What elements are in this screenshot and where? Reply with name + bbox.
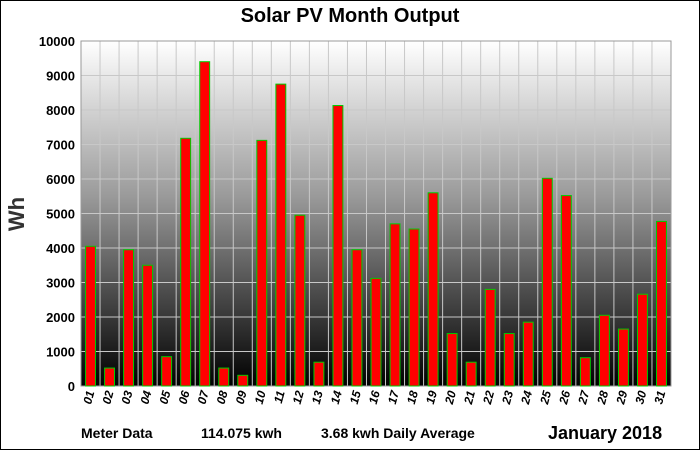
bar-day-04 (142, 264, 154, 387)
y-tick-label: 5000 (46, 207, 75, 222)
bar-day-11 (275, 83, 287, 387)
x-tick-label: 24 (518, 389, 535, 407)
footer-period: January 2018 (548, 423, 662, 443)
y-tick-label: 7000 (46, 138, 75, 153)
x-tick-label: 27 (575, 388, 593, 407)
bar-day-10 (256, 139, 268, 387)
bar-day-07 (199, 61, 211, 387)
bar-day-02 (104, 367, 115, 387)
y-axis-ticks: 0 1000 2000 3000 4000 5000 6000 7000 8000 9000 100… (39, 34, 75, 394)
bar-day-20 (446, 333, 458, 387)
chart-title: Solar PV Month Output (241, 5, 460, 27)
y-tick-label: 6000 (46, 172, 75, 187)
bar-day-27 (579, 357, 591, 387)
bar-day-08 (218, 367, 230, 387)
bar-day-29 (617, 328, 629, 387)
y-axis-label: Wh (4, 197, 29, 231)
x-tick-label: 28 (594, 389, 611, 407)
bar-day-14 (332, 105, 344, 387)
bar-day-21 (465, 361, 477, 387)
bar-day-18 (408, 228, 420, 387)
x-tick-label: 26 (556, 389, 573, 407)
bar-day-25 (541, 177, 553, 387)
x-tick-label: 08 (214, 389, 231, 406)
bar-day-22 (484, 288, 496, 387)
footer-total: 114.075 kwh (201, 425, 282, 441)
bar-day-05 (161, 356, 173, 387)
y-tick-label: 3000 (46, 276, 75, 291)
x-tick-label: 30 (632, 389, 649, 406)
x-tick-label: 03 (118, 389, 135, 406)
bar-day-23 (503, 333, 515, 387)
x-tick-label: 01 (80, 389, 97, 406)
y-tick-label: 4000 (46, 241, 75, 256)
x-tick-label: 18 (404, 389, 421, 406)
y-tick-label: 2000 (46, 310, 75, 325)
bar-day-01 (85, 245, 96, 387)
x-tick-label: 17 (385, 388, 402, 406)
x-axis-ticks: 01 02 03 04 05 06 07 08 09 10 11 12 13 14 15 16 17 18 19 20… (80, 388, 668, 407)
x-tick-label: 20 (442, 389, 459, 407)
footer-daily-average: 3.68 kwh Daily Average (321, 425, 475, 441)
bar-day-03 (123, 249, 135, 387)
y-tick-label: 9000 (46, 69, 75, 84)
x-tick-label: 19 (423, 389, 440, 406)
footer-source-label: Meter Data (81, 425, 153, 441)
x-tick-label: 12 (290, 389, 307, 406)
bar-day-13 (313, 361, 325, 387)
y-tick-label: 8000 (46, 103, 75, 118)
x-tick-label: 13 (309, 389, 326, 406)
bar-day-28 (598, 314, 610, 387)
x-tick-label: 07 (195, 388, 212, 406)
gridlines (80, 40, 672, 387)
bar-day-09 (237, 374, 249, 387)
bar-day-30 (637, 293, 648, 387)
bar-day-31 (656, 220, 667, 387)
y-tick-label: 0 (68, 379, 75, 394)
x-tick-label: 25 (537, 389, 554, 407)
x-tick-label: 10 (252, 389, 269, 406)
bar-day-12 (294, 214, 306, 387)
bars (85, 61, 667, 387)
x-tick-label: 29 (613, 389, 630, 407)
bar-day-16 (370, 277, 382, 387)
y-tick-label: 10000 (39, 34, 75, 49)
x-tick-label: 31 (651, 389, 668, 406)
bar-day-17 (389, 223, 401, 387)
bar-day-26 (560, 195, 572, 387)
bar-day-24 (522, 321, 534, 387)
x-tick-label: 11 (271, 389, 288, 405)
x-tick-label: 23 (499, 389, 516, 407)
x-tick-label: 16 (366, 389, 383, 406)
x-tick-label: 14 (328, 389, 345, 406)
bar-day-06 (180, 137, 192, 387)
y-tick-label: 1000 (46, 345, 75, 360)
bar-day-15 (351, 249, 363, 387)
x-tick-label: 15 (347, 389, 364, 406)
x-tick-label: 09 (233, 389, 250, 406)
x-tick-label: 02 (99, 389, 116, 406)
x-tick-label: 06 (176, 389, 193, 406)
x-tick-label: 22 (480, 389, 497, 407)
x-tick-label: 05 (157, 389, 174, 406)
x-tick-label: 21 (461, 389, 478, 407)
bar-day-19 (427, 192, 439, 387)
x-tick-label: 04 (138, 389, 155, 406)
